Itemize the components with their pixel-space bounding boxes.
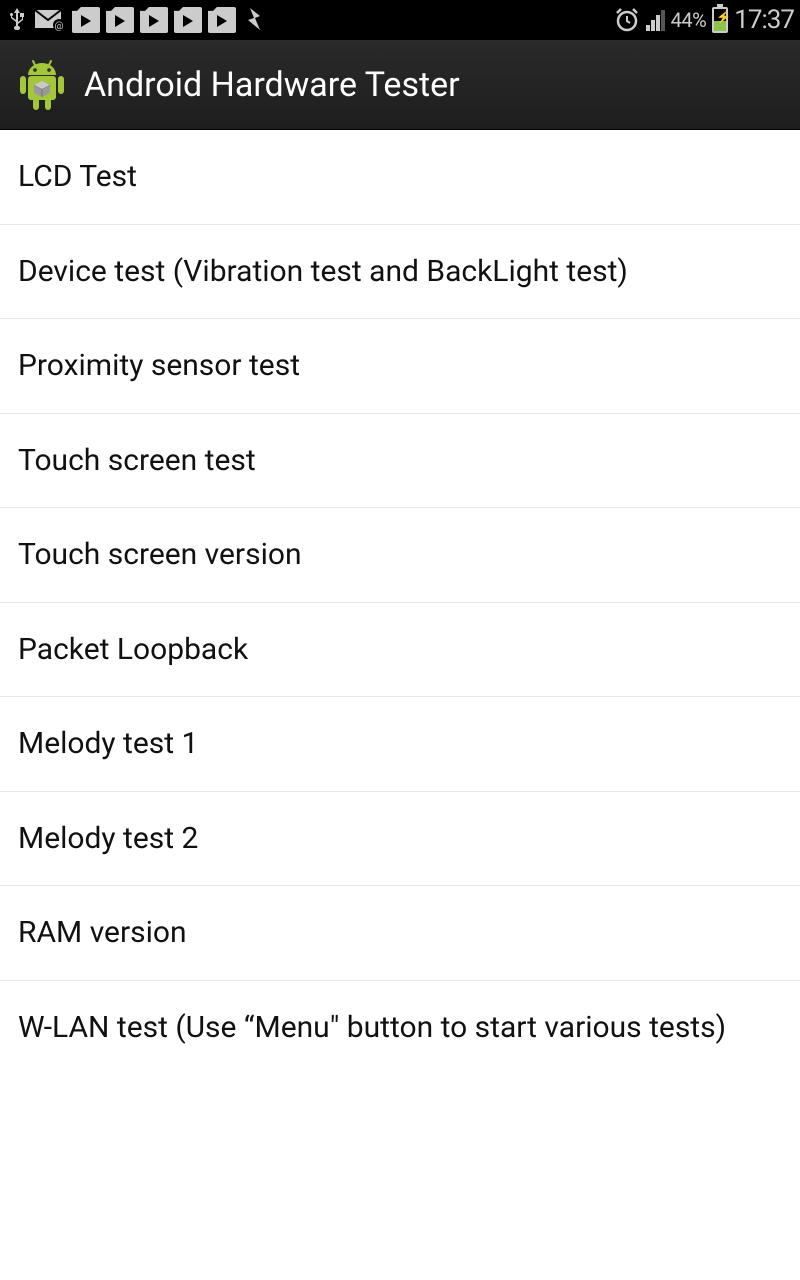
play-store-icon <box>72 7 100 33</box>
list-item[interactable]: RAM version <box>0 886 800 981</box>
clock-time: 17:37 <box>734 5 794 35</box>
list-item[interactable]: Packet Loopback <box>0 603 800 698</box>
list-item[interactable]: Touch screen version <box>0 508 800 603</box>
play-store-icon <box>174 7 202 33</box>
battery-icon: ⚡ <box>712 7 728 33</box>
app-title: Android Hardware Tester <box>84 65 460 105</box>
email-icon: @ <box>34 9 66 31</box>
status-bar: @ 44% ⚡ <box>0 0 800 40</box>
signal-icon <box>646 9 665 31</box>
list-item[interactable]: Proximity sensor test <box>0 319 800 414</box>
play-store-icon <box>106 7 134 33</box>
battery-percent: 44% <box>671 8 707 32</box>
list-item[interactable]: Touch screen test <box>0 414 800 509</box>
list-item[interactable]: Melody test 1 <box>0 697 800 792</box>
usb-icon <box>6 6 28 34</box>
svg-text:@: @ <box>55 21 64 31</box>
list-item[interactable]: W-LAN test (Use “Menu" button to start v… <box>0 981 800 1075</box>
status-bar-right: 44% ⚡ 17:37 <box>614 5 794 35</box>
list-item[interactable]: Device test (Vibration test and BackLigh… <box>0 225 800 320</box>
app-icon <box>14 57 70 113</box>
list-item[interactable]: LCD Test <box>0 130 800 225</box>
flash-icon <box>242 6 268 34</box>
action-bar: Android Hardware Tester <box>0 40 800 130</box>
status-bar-left: @ <box>6 6 268 34</box>
play-store-icon <box>208 7 236 33</box>
alarm-icon <box>614 7 640 33</box>
list-item[interactable]: Melody test 2 <box>0 792 800 887</box>
play-store-icon <box>140 7 168 33</box>
test-list: LCD Test Device test (Vibration test and… <box>0 130 800 1074</box>
